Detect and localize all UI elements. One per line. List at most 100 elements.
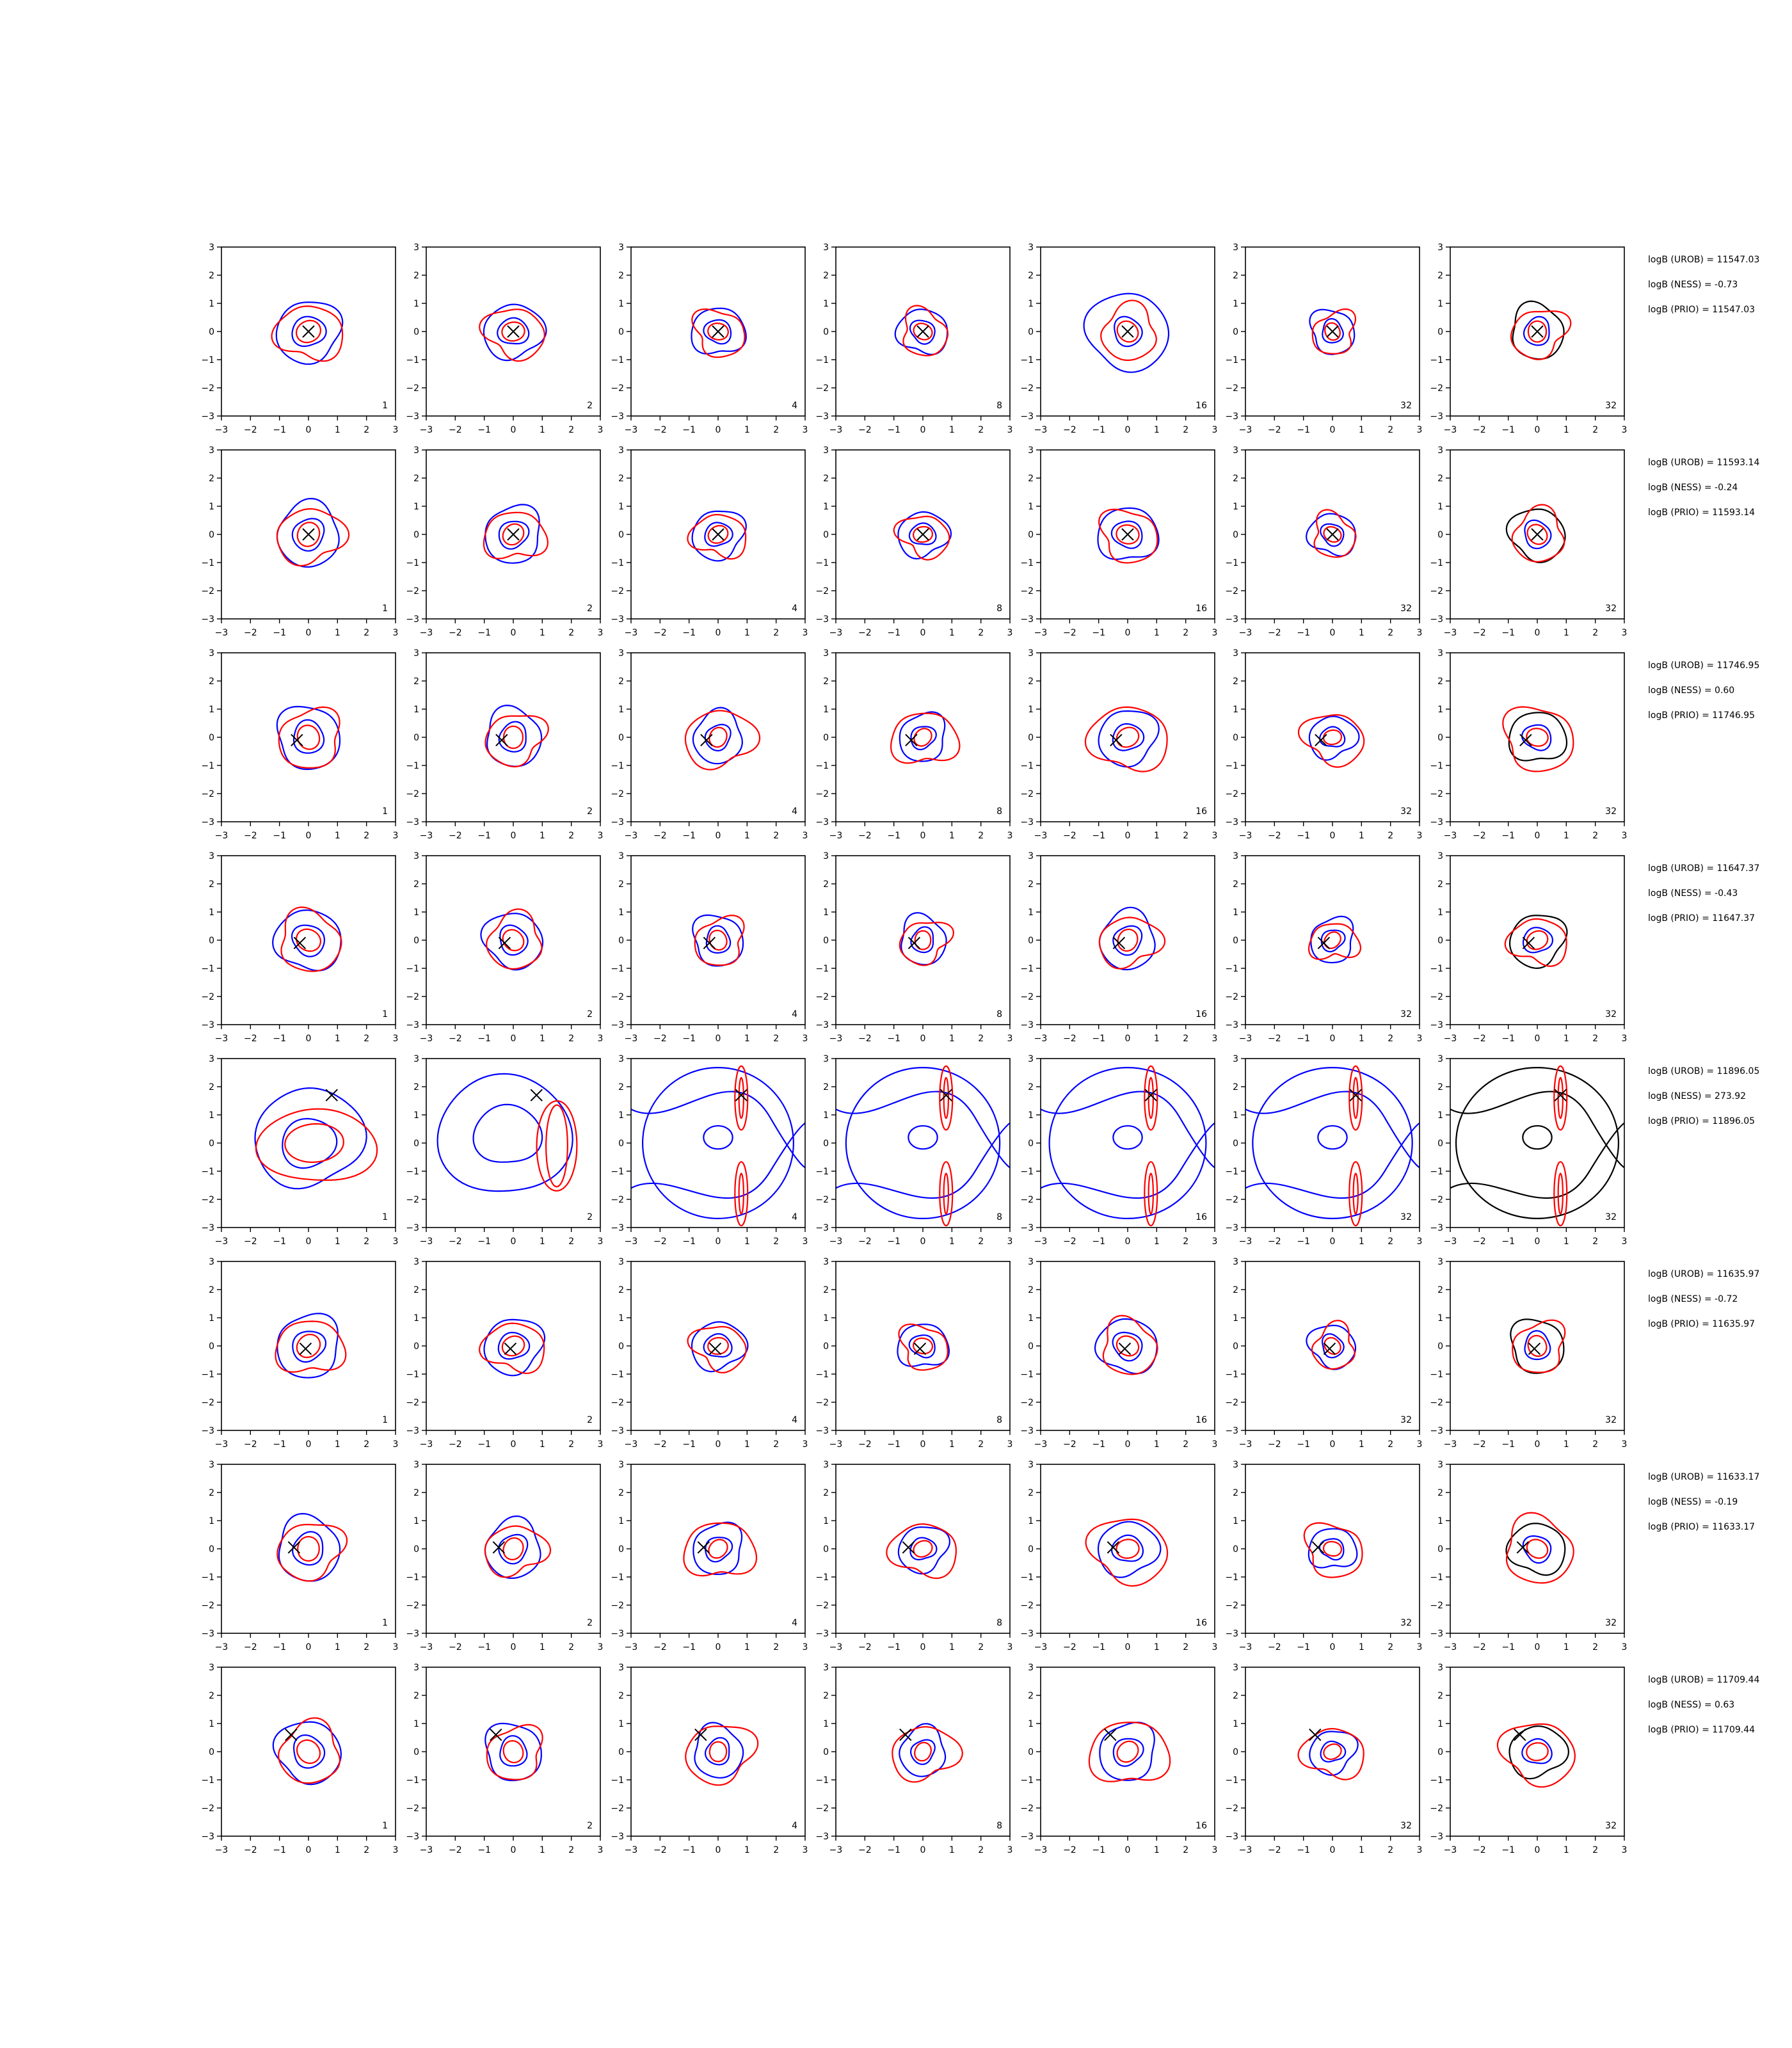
blue-contour [910,726,937,751]
panel-r7-c5: −3 −2 −1 0 1 2 3 3 2 1 0 −1 −2 −3 16 [1020,1460,1217,1652]
x-tick-label: −1 [1092,1236,1105,1247]
y-tick-label: 1 [209,502,214,512]
y-tick-label: −1 [1225,964,1238,974]
y-tick-label: 0 [1233,733,1238,743]
contour-layer [436,1073,578,1192]
panel-r2-c2: −3 −2 −1 0 1 2 3 3 2 1 0 −1 −2 −3 2 [406,445,603,638]
x-tick-label: 1 [949,1642,955,1652]
x-tick-label: 0 [511,1236,516,1247]
x-tick-label: 2 [773,425,779,435]
red-contour [1116,1740,1139,1763]
true-value-marker [1104,1728,1117,1741]
blue-contour [497,1331,531,1360]
panel-column-label: 8 [996,1415,1002,1425]
x-tick-label: 0 [511,1642,516,1652]
y-tick-label: 3 [1437,243,1443,253]
x-tick-label: −1 [1501,1439,1515,1450]
outer-contour [897,511,952,560]
x-tick-label: −1 [1092,628,1105,638]
true-value-marker [940,1089,952,1101]
red-contour [1297,1727,1364,1780]
y-tick-label: −2 [406,789,419,799]
y-tick-label: 3 [413,851,419,861]
y-tick-label: 1 [1437,1110,1443,1121]
red-contour [1348,1161,1363,1227]
contour-layer [1505,1512,1574,1584]
y-tick-label: −3 [1020,817,1034,828]
x-tick-label: −2 [653,1236,667,1247]
x-tick-label: 0 [1535,1236,1540,1247]
y-tick-label: −3 [611,412,624,422]
x-tick-label: −3 [625,831,638,841]
blue-contour [282,1117,338,1169]
y-tick-label: −3 [406,1426,419,1436]
y-tick-label: 0 [1437,936,1443,946]
y-tick-label: −3 [406,614,419,625]
x-tick-label: 2 [568,831,574,841]
y-tick-label: 2 [413,1691,419,1701]
contour-layer [691,307,747,358]
logb-annotation: logB (PRIO) = 11647.37 [1648,913,1755,924]
y-tick-label: 2 [1233,1691,1238,1701]
red-contour [271,305,344,362]
panel-column-label: 8 [996,1009,1002,1020]
x-tick-label: 1 [1154,1845,1160,1855]
y-tick-label: 1 [618,1516,624,1526]
x-tick-label: 2 [364,1439,369,1450]
blue-contour [1521,1738,1553,1764]
y-tick-label: 0 [413,733,419,743]
outer-contour [897,1324,950,1367]
red-contour [296,1334,321,1358]
contour-layer [687,510,747,562]
true-value-marker [1110,733,1123,747]
y-tick-label: 1 [1437,299,1443,309]
contour-layer [1305,509,1357,558]
y-tick-label: 2 [823,474,829,484]
y-tick-label: −3 [1020,1020,1034,1030]
red-contour [1102,1315,1158,1375]
x-tick-label: −3 [1034,1642,1048,1652]
x-tick-label: 3 [598,831,604,841]
y-tick-label: −1 [611,761,624,771]
x-tick-label: −1 [273,1034,286,1044]
red-contour [939,1065,954,1131]
x-tick-label: 3 [1007,1236,1013,1247]
y-tick-label: −3 [1430,817,1443,828]
y-tick-label: −1 [1430,1167,1443,1177]
outer-contour [642,1067,794,1219]
x-tick-label: −1 [1501,1236,1515,1247]
panel-r8-c2: −3 −2 −1 0 1 2 3 3 2 1 0 −1 −2 −3 2 [406,1663,603,1855]
x-tick-label: −2 [653,1439,667,1450]
x-tick-label: −3 [829,425,843,435]
x-tick-label: 2 [1183,1236,1188,1247]
red-contour [1116,1539,1140,1559]
x-tick-label: 1 [744,1845,750,1855]
y-tick-label: 2 [209,474,214,484]
x-tick-label: −2 [653,628,667,638]
x-tick-label: −3 [625,1236,638,1247]
contour-layer [631,1065,805,1227]
blue-contour [1524,1330,1551,1361]
panel-column-label: 8 [996,1821,1002,1831]
contour-layer [684,707,761,771]
true-value-marker [530,1089,543,1101]
x-tick-label: 2 [364,628,369,638]
y-tick-label: −3 [201,817,214,828]
x-tick-label: 0 [306,1236,312,1247]
outer-contour [1097,507,1160,561]
contour-layer [478,1318,546,1377]
x-tick-label: 0 [1330,1034,1336,1044]
true-value-marker [1315,733,1327,747]
y-tick-label: 1 [209,1719,214,1729]
y-tick-label: 3 [618,445,624,456]
panel-column-label: 32 [1400,1618,1412,1628]
x-tick-label: 3 [1007,1034,1013,1044]
x-tick-label: 1 [1154,1034,1160,1044]
red-contour [1526,524,1548,545]
blue-contour [291,518,325,552]
panel-column-label: 1 [382,401,388,411]
x-tick-label: 2 [1388,1642,1393,1652]
x-tick-label: 2 [1592,831,1598,841]
y-tick-label: −3 [611,817,624,828]
contour-layer [1306,1320,1357,1370]
